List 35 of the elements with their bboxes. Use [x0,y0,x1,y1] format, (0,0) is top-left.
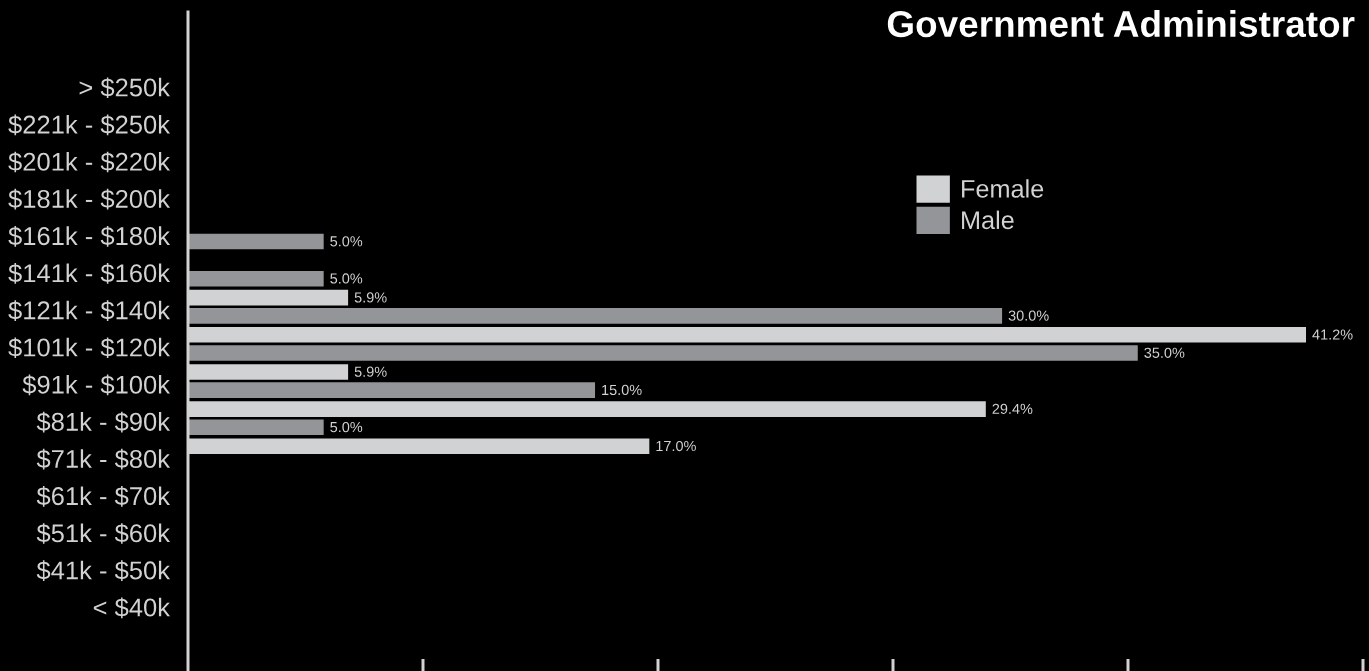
y-tick-label: < $40k [93,597,171,619]
legend-label: Male [962,210,1014,230]
y-tick-label: $91k - $100k [22,374,171,396]
data-label: 5.0% [330,273,363,284]
data-label: 5.0% [330,421,363,433]
y-tick-label: $221k - $250k [8,114,171,136]
y-tick-label: $81k - $90k [36,411,171,433]
data-label: 15.0% [602,384,642,396]
y-tick-label: $161k - $180k [8,225,171,247]
bar [188,382,596,398]
y-tick-label: $201k - $220k [8,151,171,173]
data-label: 35.0% [1144,347,1185,358]
y-tick-label: $101k - $120k [8,337,171,359]
data-label: 41.2% [1312,329,1353,340]
y-tick-label: $121k - $140k [8,300,171,321]
data-label: 5.0% [330,236,363,247]
y-tick-label: $71k - $80k [36,448,171,470]
data-label: 29.4% [992,403,1033,414]
data-label: 5.9% [354,292,387,303]
bar [188,270,324,287]
data-label: 30.0% [1008,310,1049,321]
bar [188,419,324,436]
y-tick-label: > $250k [79,77,171,99]
bar [188,233,324,250]
y-tick-label: $51k - $60k [36,523,171,544]
y-tick-label: $41k - $50k [36,560,171,581]
legend-label: Female [962,179,1044,198]
y-tick-label: $141k - $160k [8,263,171,284]
data-label: 17.0% [656,440,696,452]
data-label: 5.9% [354,366,387,377]
bar [188,345,1138,361]
bar [188,308,1003,324]
y-tick-label: $181k - $200k [8,188,171,210]
y-tick-label: $61k - $70k [36,486,171,507]
chart-title: Government Administrator [887,10,1355,38]
